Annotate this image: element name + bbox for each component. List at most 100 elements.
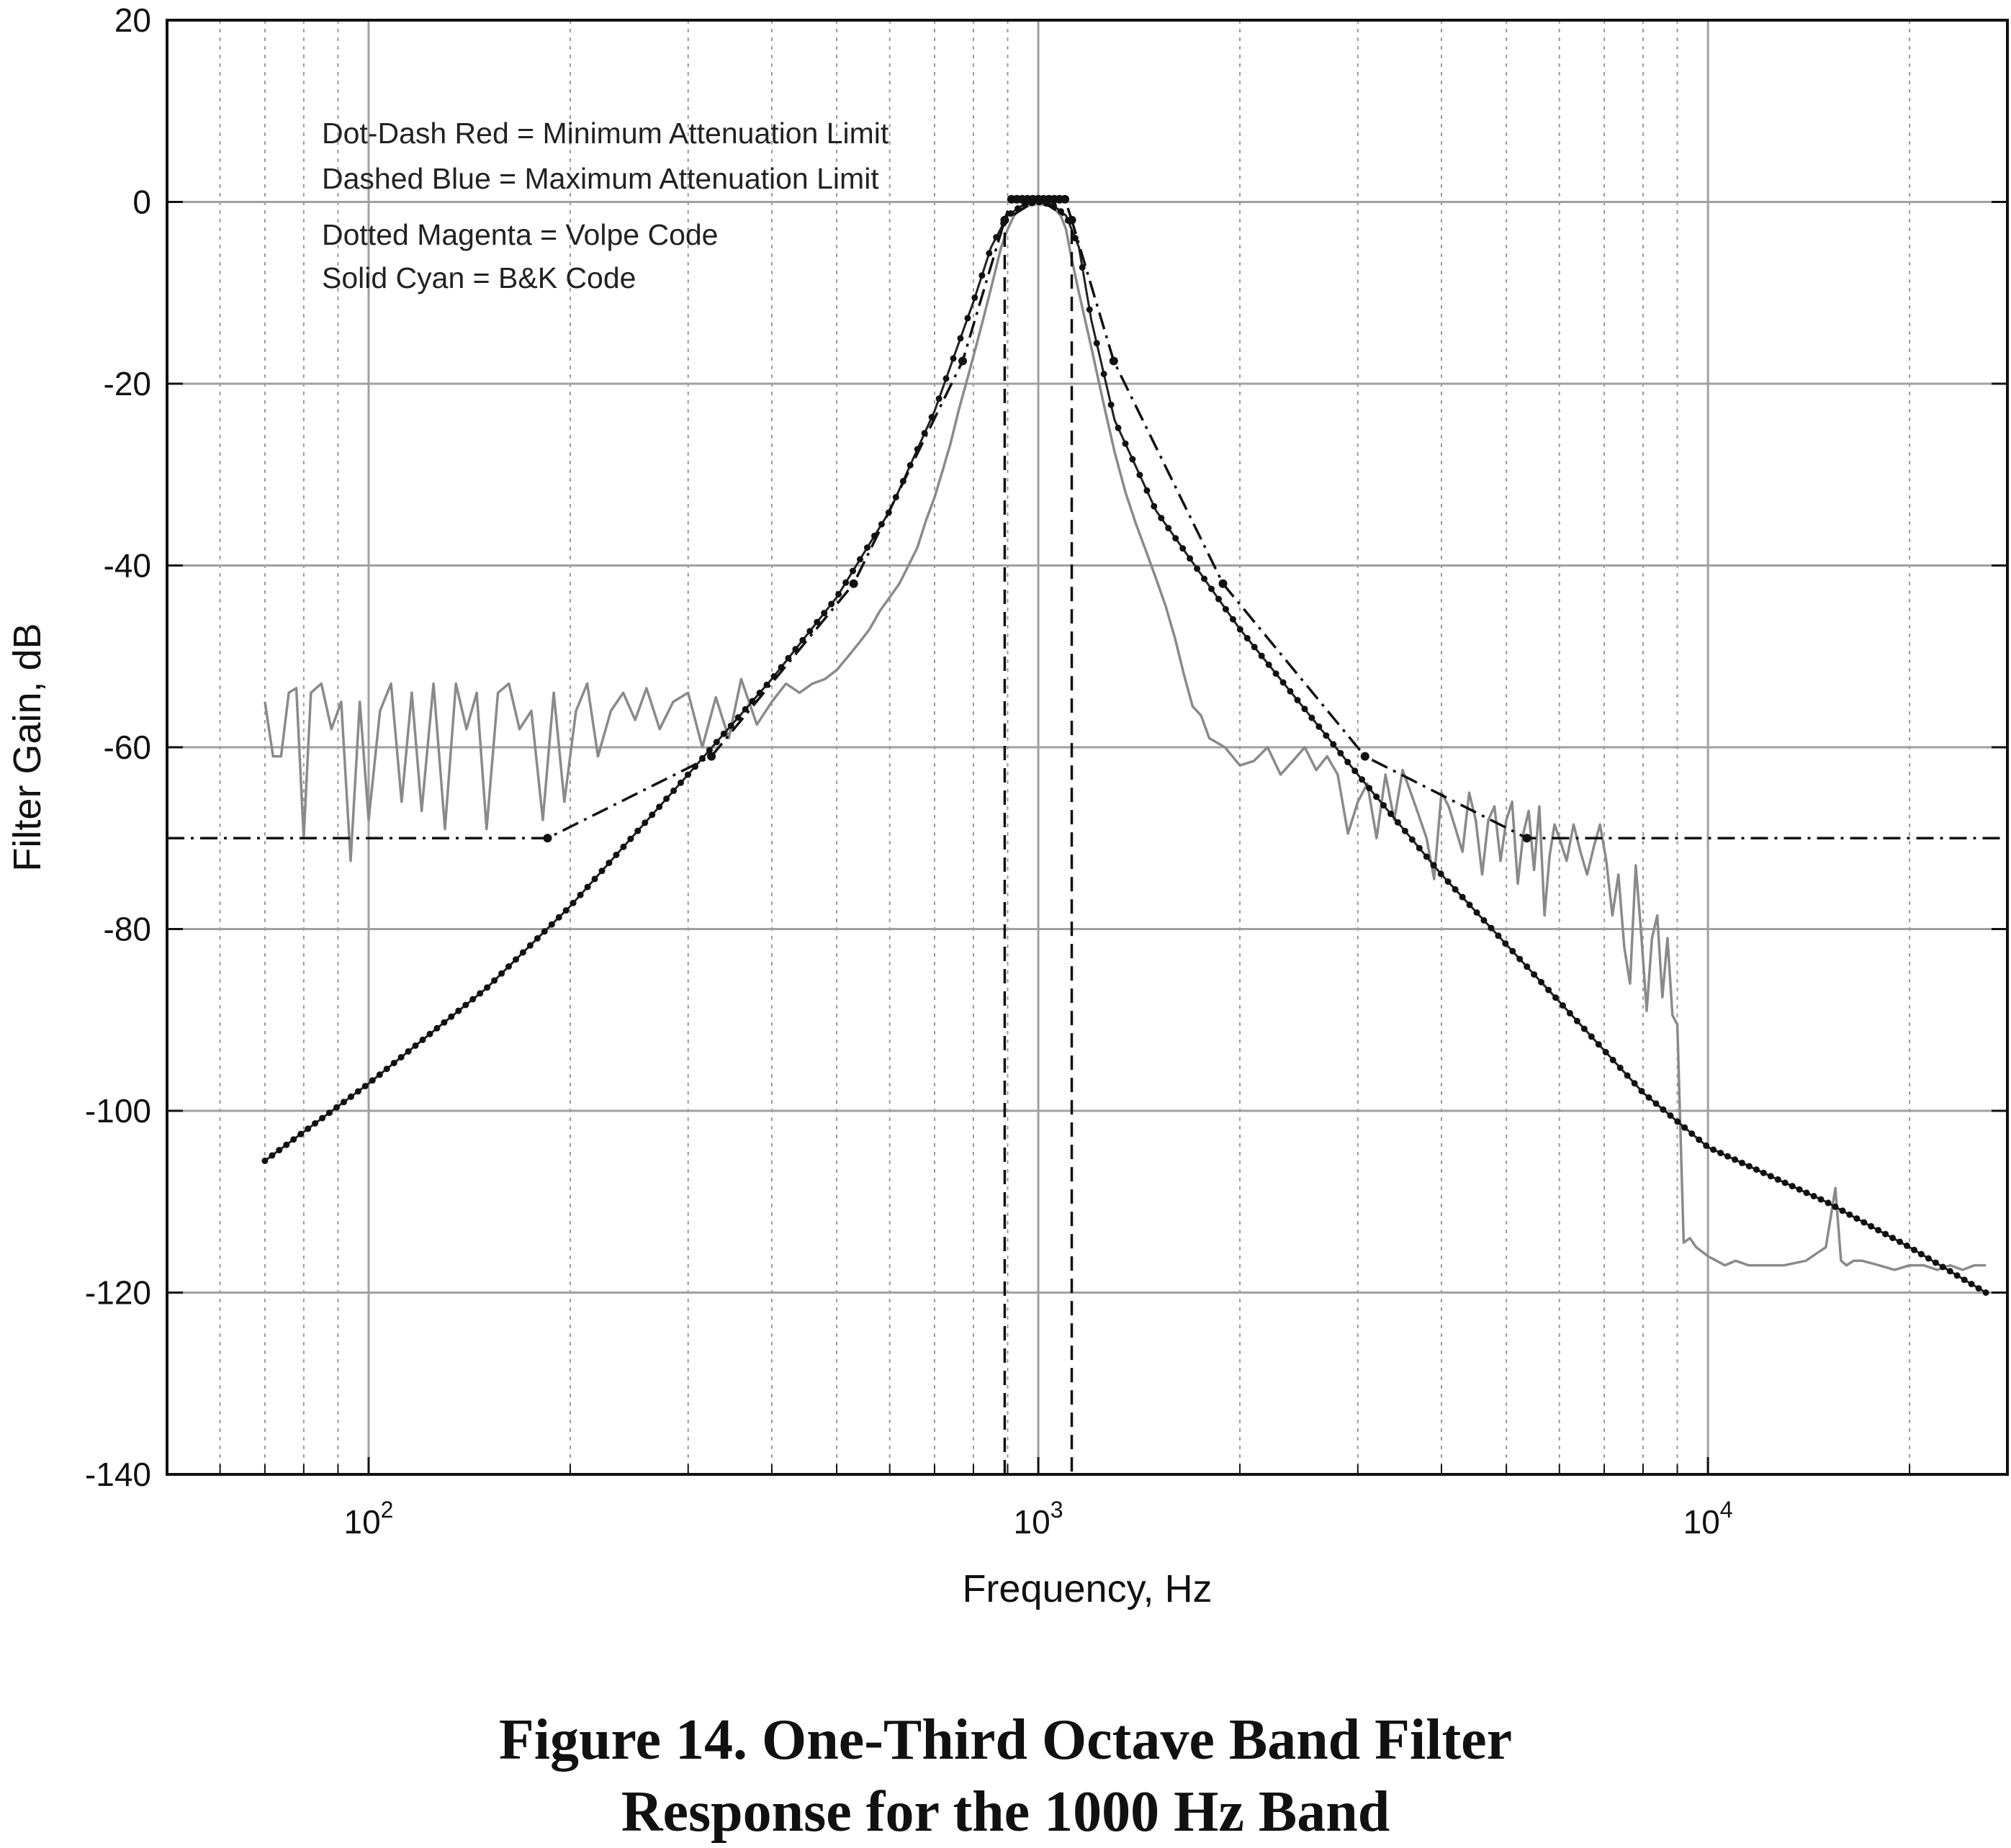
series-volpe-marker <box>305 1125 312 1132</box>
y-tick-label: -80 <box>104 911 151 948</box>
x-tick-base: 10 <box>1683 1503 1720 1541</box>
series-volpe-marker <box>627 835 634 842</box>
series-volpe-marker <box>649 811 656 819</box>
series-volpe-marker <box>562 907 570 914</box>
series-volpe-marker <box>957 335 964 342</box>
series-volpe-marker <box>1796 1186 1803 1193</box>
x-tick-label: 104 <box>1683 1497 1733 1541</box>
series-volpe-marker <box>498 970 505 977</box>
legend: Dot-Dash Red = Minimum Attenuation Limit… <box>322 117 889 294</box>
series-volpe-marker <box>1760 1169 1767 1176</box>
x-tick-exponent: 2 <box>381 1497 394 1523</box>
series-volpe-marker <box>361 1083 369 1090</box>
series-volpe-marker <box>713 739 720 746</box>
series-volpe-marker <box>857 556 863 563</box>
series-volpe-marker <box>1215 595 1222 603</box>
y-tick-label: -140 <box>85 1456 151 1493</box>
series-bk-line <box>264 202 1987 1271</box>
series-volpe-marker <box>1917 1250 1925 1258</box>
series-volpe-marker <box>1925 1255 1932 1262</box>
series-volpe-marker <box>670 787 678 794</box>
series-volpe-marker <box>1710 1146 1717 1153</box>
series-volpe-marker <box>1645 1094 1652 1101</box>
series-volpe-marker <box>1767 1173 1774 1180</box>
series-volpe-marker <box>1229 616 1236 623</box>
series-volpe-marker <box>1452 885 1459 893</box>
series-volpe-marker <box>1932 1259 1939 1266</box>
series-volpe-marker <box>1502 940 1509 947</box>
y-tick-label: -40 <box>104 547 151 585</box>
series-volpe-marker <box>469 996 477 1003</box>
series-volpe-marker <box>426 1030 433 1037</box>
figure-caption-line-2: Response for the 1000 Hz Band <box>621 1780 1390 1844</box>
series-volpe-marker <box>1359 776 1366 783</box>
series-volpe-marker <box>1394 819 1401 826</box>
series-volpe-marker <box>1846 1211 1853 1218</box>
series-volpe-marker <box>326 1109 333 1117</box>
series-volpe-marker <box>1115 424 1122 431</box>
series-volpe-marker <box>1294 697 1301 703</box>
series-volpe-marker <box>1351 767 1359 775</box>
plot-frame <box>166 19 2009 1476</box>
series-volpe-marker <box>634 827 642 834</box>
series-volpe-marker <box>1165 525 1172 532</box>
series-volpe-marker <box>1086 306 1093 313</box>
series-volpe-marker <box>1401 827 1408 834</box>
figure-caption-line-1: Figure 14. One-Third Octave Band Filter <box>498 1708 1513 1772</box>
series-volpe-marker <box>1696 1136 1703 1143</box>
series-volpe-marker <box>1344 759 1351 765</box>
series-volpe-marker <box>1832 1203 1839 1210</box>
series-volpe-marker <box>864 544 870 551</box>
x-tick-label: 103 <box>1014 1497 1063 1541</box>
x-tick-base: 10 <box>1014 1503 1051 1541</box>
legend-entry-max-limit: Dashed Blue = Maximum Attenuation Limit <box>322 162 879 195</box>
series-volpe-marker <box>1939 1263 1946 1271</box>
series-volpe-marker <box>1566 1009 1573 1017</box>
y-tick-label: -120 <box>85 1274 151 1312</box>
x-tick-label: 102 <box>343 1497 393 1541</box>
series-volpe-marker <box>1172 535 1179 542</box>
series-volpe-marker <box>706 747 713 754</box>
series-volpe-marker <box>678 779 684 786</box>
series-volpe-marker <box>1968 1281 1975 1288</box>
series-volpe-marker <box>950 355 957 362</box>
legend-entry-volpe: Dotted Magenta = Volpe Code <box>322 218 718 251</box>
series-volpe-marker <box>548 921 555 928</box>
series-volpe-marker <box>606 860 613 867</box>
series-volpe-marker <box>1946 1268 1953 1275</box>
series-volpe-marker <box>1222 605 1229 613</box>
y-tick-label: 0 <box>132 184 151 221</box>
series-volpe-marker <box>1122 440 1129 447</box>
series-volpe-marker <box>448 1013 455 1020</box>
y-tick-label: -60 <box>104 729 151 766</box>
series-volpe-marker <box>1236 626 1243 633</box>
series-volpe-marker <box>1660 1106 1667 1113</box>
series-volpe-marker <box>942 375 950 382</box>
series-volpe-marker <box>1889 1235 1897 1242</box>
series-volpe-marker <box>261 1157 269 1164</box>
series-volpe-marker <box>1107 401 1115 408</box>
series-volpe-marker <box>412 1042 419 1049</box>
series-volpe-marker <box>1258 652 1265 659</box>
y-tick-label: 20 <box>114 1 151 39</box>
series-volpe-marker <box>1961 1276 1968 1284</box>
series-volpe-marker <box>1158 515 1165 522</box>
series-volpe-marker <box>964 315 971 322</box>
series-volpe-marker <box>1652 1100 1660 1107</box>
series-volpe-marker <box>1143 487 1151 494</box>
series-volpe-marker <box>591 875 598 883</box>
y-ticks: 20 0 -20 -40 -60 -80 -100 -120 -140 <box>85 1 151 1493</box>
series-volpe-marker <box>1631 1080 1638 1087</box>
series-volpe-marker <box>734 714 742 721</box>
series-volpe-marker <box>1839 1207 1846 1214</box>
series-volpe-marker <box>620 843 627 850</box>
series-volpe-marker <box>1552 994 1559 1001</box>
x-tick-base: 10 <box>343 1503 380 1541</box>
series-volpe-marker <box>1588 1033 1595 1040</box>
series-volpe-marker <box>1179 545 1187 552</box>
series-volpe-marker <box>555 914 562 921</box>
series-volpe-marker <box>1079 263 1086 271</box>
series-volpe-marker <box>1595 1041 1602 1048</box>
series-volpe-marker <box>484 984 491 991</box>
series-volpe-marker <box>1810 1193 1817 1199</box>
